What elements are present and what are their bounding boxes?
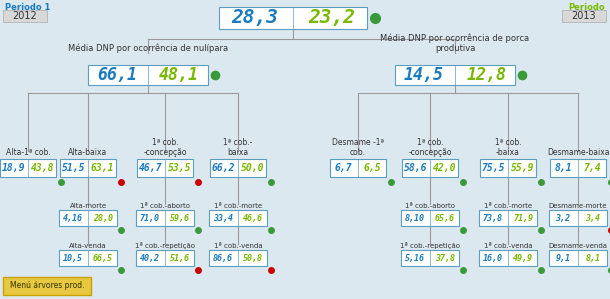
- Text: 10,5: 10,5: [63, 254, 83, 263]
- Text: 2012: 2012: [13, 11, 37, 21]
- Text: 6,7: 6,7: [335, 163, 352, 173]
- Text: 58,6: 58,6: [404, 163, 427, 173]
- Text: 66,1: 66,1: [97, 66, 137, 84]
- Text: 1ª cob.-aborto: 1ª cob.-aborto: [405, 203, 455, 209]
- Text: 66,5: 66,5: [93, 254, 113, 263]
- FancyBboxPatch shape: [0, 159, 56, 177]
- Text: 12,8: 12,8: [466, 66, 506, 84]
- Text: 8,1: 8,1: [554, 163, 572, 173]
- Text: 28,3: 28,3: [231, 8, 278, 28]
- Text: Média DNP por ocorrência de porca
produtiva: Média DNP por ocorrência de porca produt…: [381, 33, 529, 53]
- FancyBboxPatch shape: [550, 159, 606, 177]
- Text: 49,9: 49,9: [513, 254, 533, 263]
- FancyBboxPatch shape: [136, 250, 194, 266]
- Text: 1ª cob.-venda: 1ª cob.-venda: [214, 243, 262, 249]
- FancyBboxPatch shape: [210, 159, 266, 177]
- Text: 37,8: 37,8: [435, 254, 455, 263]
- Text: 18,9: 18,9: [2, 163, 25, 173]
- Text: 1ª cob.-morte: 1ª cob.-morte: [484, 203, 532, 209]
- Text: 71,9: 71,9: [513, 213, 533, 222]
- Text: 42,0: 42,0: [433, 163, 456, 173]
- Text: 14,5: 14,5: [404, 66, 444, 84]
- Text: 65,6: 65,6: [435, 213, 455, 222]
- FancyBboxPatch shape: [401, 250, 459, 266]
- Text: 1ª cob.-venda: 1ª cob.-venda: [484, 243, 533, 249]
- Text: Periodo: Periodo: [569, 3, 605, 12]
- Text: 7,4: 7,4: [584, 163, 601, 173]
- Text: 9,1: 9,1: [556, 254, 570, 263]
- FancyBboxPatch shape: [136, 210, 194, 226]
- Text: 1ª cob.
-baixa: 1ª cob. -baixa: [495, 138, 522, 157]
- Text: 1ª cob.-aborto: 1ª cob.-aborto: [140, 203, 190, 209]
- FancyBboxPatch shape: [401, 210, 459, 226]
- FancyBboxPatch shape: [562, 10, 606, 22]
- Text: 55,9: 55,9: [511, 163, 534, 173]
- FancyBboxPatch shape: [549, 250, 607, 266]
- FancyBboxPatch shape: [219, 7, 367, 29]
- Text: Menú árvores prod.: Menú árvores prod.: [10, 281, 84, 291]
- Text: 53,5: 53,5: [168, 163, 192, 173]
- FancyBboxPatch shape: [479, 210, 537, 226]
- FancyBboxPatch shape: [59, 250, 117, 266]
- FancyBboxPatch shape: [209, 250, 267, 266]
- Text: 66,2: 66,2: [212, 163, 235, 173]
- Text: 50,8: 50,8: [243, 254, 263, 263]
- Text: 1ª cob.-repetição: 1ª cob.-repetição: [400, 242, 460, 249]
- Text: Desmame -1ª
cob.: Desmame -1ª cob.: [332, 138, 384, 157]
- Text: 3,2: 3,2: [556, 213, 570, 222]
- FancyBboxPatch shape: [479, 250, 537, 266]
- Text: 48,1: 48,1: [159, 66, 199, 84]
- Text: 71,0: 71,0: [140, 213, 160, 222]
- Text: 3,4: 3,4: [586, 213, 601, 222]
- Text: Desmame-baixa: Desmame-baixa: [547, 148, 609, 157]
- Text: 51,5: 51,5: [62, 163, 85, 173]
- Text: Média DNP por ocorrência de nulípara: Média DNP por ocorrência de nulípara: [68, 43, 228, 53]
- Text: Alta-morte: Alta-morte: [70, 203, 107, 209]
- Text: 33,4: 33,4: [213, 213, 233, 222]
- Text: 1ª cob.
-concepção: 1ª cob. -concepção: [143, 138, 187, 157]
- Text: 2013: 2013: [572, 11, 597, 21]
- Text: 6,5: 6,5: [364, 163, 381, 173]
- Text: 73,8: 73,8: [483, 213, 503, 222]
- Text: 40,2: 40,2: [140, 254, 160, 263]
- Text: 8,1: 8,1: [586, 254, 601, 263]
- Text: 4,16: 4,16: [63, 213, 83, 222]
- Text: Alta-venda: Alta-venda: [69, 243, 107, 249]
- FancyBboxPatch shape: [137, 159, 193, 177]
- Text: 1ª cob.-
baixa: 1ª cob.- baixa: [223, 138, 253, 157]
- Text: 5,16: 5,16: [405, 254, 425, 263]
- FancyBboxPatch shape: [59, 210, 117, 226]
- FancyBboxPatch shape: [3, 10, 47, 22]
- Text: 46,7: 46,7: [138, 163, 162, 173]
- Text: 8,10: 8,10: [405, 213, 425, 222]
- Text: 59,6: 59,6: [170, 213, 190, 222]
- Text: 1ª cob.
-concepção: 1ª cob. -concepção: [408, 138, 452, 157]
- Text: 51,6: 51,6: [170, 254, 190, 263]
- Text: 43,8: 43,8: [31, 163, 54, 173]
- Text: 63,1: 63,1: [91, 163, 114, 173]
- FancyBboxPatch shape: [88, 65, 208, 85]
- Text: 28,0: 28,0: [93, 213, 113, 222]
- Text: 16,0: 16,0: [483, 254, 503, 263]
- Text: Periodo 1: Periodo 1: [5, 3, 51, 12]
- Text: 86,6: 86,6: [213, 254, 233, 263]
- Text: Desmame-venda: Desmame-venda: [548, 243, 608, 249]
- FancyBboxPatch shape: [60, 159, 116, 177]
- FancyBboxPatch shape: [402, 159, 458, 177]
- Text: 75,5: 75,5: [482, 163, 505, 173]
- FancyBboxPatch shape: [480, 159, 536, 177]
- FancyBboxPatch shape: [209, 210, 267, 226]
- Text: Alta-1ª cob.: Alta-1ª cob.: [5, 148, 51, 157]
- Text: 1ª cob.-morte: 1ª cob.-morte: [214, 203, 262, 209]
- FancyBboxPatch shape: [395, 65, 515, 85]
- Text: 1ª cob.-repetição: 1ª cob.-repetição: [135, 242, 195, 249]
- Text: Alta-baixa: Alta-baixa: [68, 148, 107, 157]
- Text: 46,6: 46,6: [243, 213, 263, 222]
- Text: 23,2: 23,2: [308, 8, 355, 28]
- FancyBboxPatch shape: [330, 159, 386, 177]
- Text: Desmame-morte: Desmame-morte: [549, 203, 607, 209]
- FancyBboxPatch shape: [3, 277, 91, 295]
- Text: 50,0: 50,0: [241, 163, 264, 173]
- FancyBboxPatch shape: [549, 210, 607, 226]
